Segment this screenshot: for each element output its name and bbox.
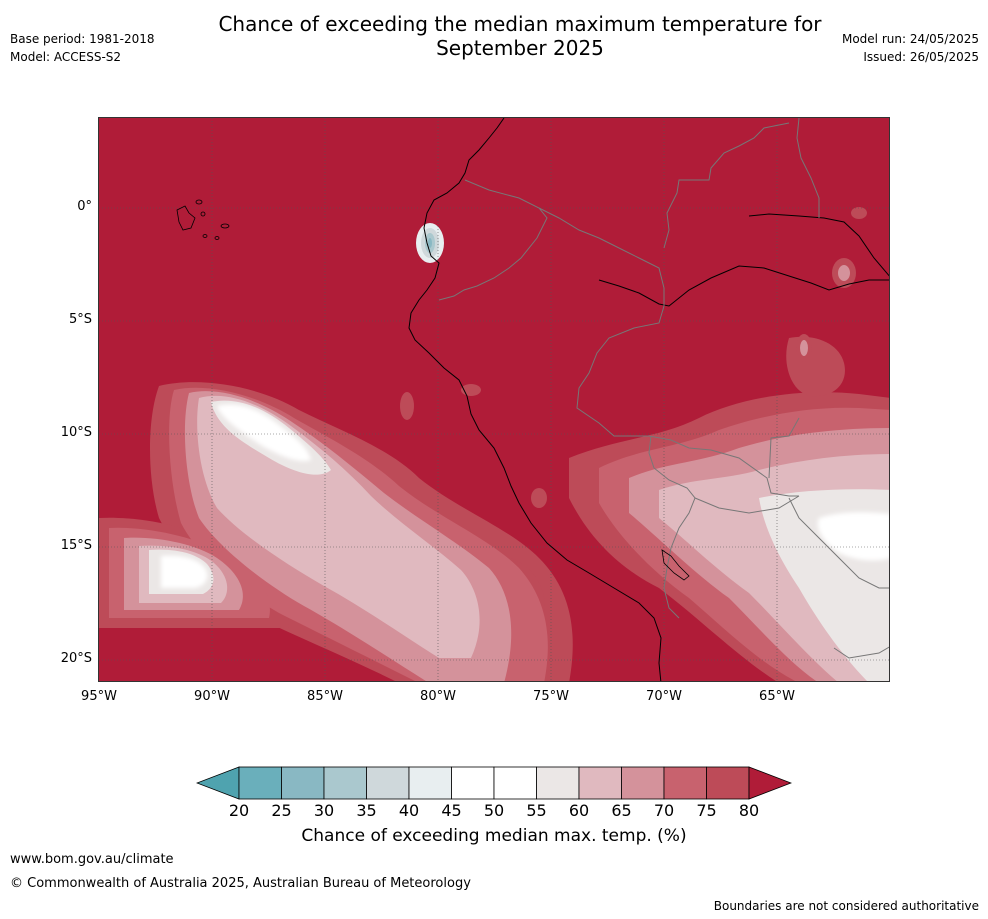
- model-name: Model: ACCESS-S2: [10, 50, 122, 64]
- lat-label-10s: 10°S: [60, 425, 92, 440]
- colorbar-segment: [536, 766, 580, 800]
- colorbar-segment: [408, 766, 452, 800]
- lon-label-75w: 75°W: [533, 689, 569, 704]
- colorbar-tick-45: 45: [441, 801, 462, 820]
- lat-label-15s: 15°S: [60, 538, 92, 553]
- meta-right: Model run: 24/05/2025 Issued: 26/05/2025: [842, 30, 979, 66]
- lon-label-90w: 90°W: [194, 689, 230, 704]
- meta-left: Base period: 1981-2018 Model: ACCESS-S2: [10, 30, 155, 66]
- colorbar-tick-55: 55: [526, 801, 547, 820]
- lon-label-65w: 65°W: [759, 689, 795, 704]
- lon-label-85w: 85°W: [307, 689, 343, 704]
- graticule: [99, 118, 889, 681]
- colorbar-extend-high: [748, 766, 792, 800]
- colorbar-segment: [493, 766, 537, 800]
- amazon-north: [748, 213, 889, 277]
- lon-label-95w: 95°W: [81, 689, 117, 704]
- base-period: Base period: 1981-2018: [10, 32, 155, 46]
- copyright-text: © Commonwealth of Australia 2025, Austra…: [10, 876, 471, 891]
- colorbar-segment: [451, 766, 495, 800]
- colorbar-tick-80: 80: [738, 801, 760, 820]
- colorbar-segment: [578, 766, 622, 800]
- page-title: Chance of exceeding the median maximum t…: [190, 12, 850, 60]
- colorbar-segment: [238, 766, 282, 800]
- galapagos-islands: [176, 199, 230, 240]
- colorbar-segment: [663, 766, 707, 800]
- colorbar-segment: [706, 766, 750, 800]
- small-spots: [400, 207, 867, 508]
- website-text: www.bom.gov.au/climate: [10, 852, 174, 867]
- colorbar-segment: [323, 766, 367, 800]
- coastline: [408, 118, 662, 681]
- colorbar-tick-60: 60: [568, 801, 590, 820]
- colorbar-segment: [366, 766, 410, 800]
- colorbar-tick-20: 20: [228, 801, 250, 820]
- lake-titicaca: [661, 549, 690, 581]
- colorbar-tick-40: 40: [398, 801, 420, 820]
- colorbar-segment: [281, 766, 325, 800]
- disclaimer-text: Boundaries are not considered authoritat…: [713, 899, 979, 913]
- colorbar-tick-35: 35: [356, 801, 377, 820]
- issued-date: Issued: 26/05/2025: [863, 50, 979, 64]
- contour-50: [161, 404, 889, 588]
- map-frame: [98, 117, 890, 682]
- colorbar-extend-low: [196, 766, 240, 800]
- model-run: Model run: 24/05/2025: [841, 32, 979, 46]
- country-borders: [438, 118, 889, 659]
- colorbar-tick-75: 75: [696, 801, 717, 820]
- amazon-river: [598, 265, 889, 307]
- colorbar-tick-30: 30: [313, 801, 335, 820]
- probability-map: [99, 118, 889, 681]
- colorbar: [196, 766, 792, 800]
- colorbar-tick-50: 50: [483, 801, 505, 820]
- lon-label-70w: 70°W: [646, 689, 682, 704]
- lat-label-5s: 5°S: [68, 312, 92, 327]
- title-line-1: Chance of exceeding the median maximum t…: [218, 12, 822, 36]
- colorbar-segment: [621, 766, 665, 800]
- lat-label-20s: 20°S: [60, 651, 92, 666]
- colorbar-tick-25: 25: [271, 801, 292, 820]
- colorbar-label: Chance of exceeding median max. temp. (%…: [301, 826, 687, 846]
- lon-label-80w: 80°W: [420, 689, 456, 704]
- colorbar-tick-65: 65: [611, 801, 632, 820]
- blue-anomaly: [416, 223, 444, 263]
- lat-label-0: 0°: [77, 199, 92, 214]
- title-line-2: September 2025: [436, 36, 604, 60]
- colorbar-tick-70: 70: [653, 801, 675, 820]
